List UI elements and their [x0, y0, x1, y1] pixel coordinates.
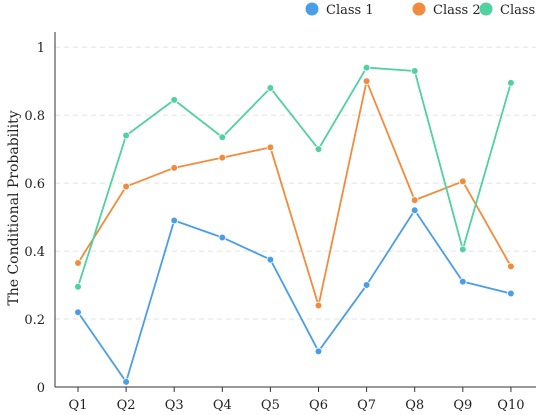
legend-marker	[412, 2, 426, 16]
series-class-2	[74, 77, 515, 310]
data-point[interactable]	[122, 182, 130, 191]
data-point[interactable]	[266, 84, 275, 92]
legend-marker	[479, 2, 493, 16]
data-point[interactable]	[362, 77, 371, 85]
legend-item[interactable]: Class 2	[412, 2, 481, 19]
y-axis-ticks: 0 0.2 0.4 0.6 0.8 1	[24, 41, 45, 396]
x-tick-label: Q2	[117, 398, 136, 413]
y-tick-label: 1	[37, 41, 45, 56]
series-lines	[74, 63, 515, 386]
x-tick-label: Q3	[165, 398, 184, 413]
data-point[interactable]	[170, 164, 179, 172]
data-point[interactable]	[170, 216, 179, 225]
data-point[interactable]	[218, 233, 227, 242]
data-point[interactable]	[507, 289, 515, 298]
x-tick-label: Q9	[453, 398, 472, 413]
legend-label: Class 3	[500, 3, 536, 18]
y-tick-label: 0.8	[24, 109, 45, 124]
legend-item[interactable]: Class 3	[479, 2, 536, 19]
y-tick-label: 0.4	[24, 245, 45, 260]
x-tick-label: Q5	[261, 398, 280, 413]
legend-label: Class 1	[326, 3, 374, 18]
x-tick-label: Q10	[497, 398, 524, 413]
data-point[interactable]	[410, 206, 419, 215]
x-tick-label: Q4	[213, 398, 232, 413]
data-point[interactable]	[314, 347, 323, 356]
data-point[interactable]	[507, 79, 515, 87]
data-point[interactable]	[218, 133, 227, 142]
legend-label: Class 2	[433, 3, 481, 18]
y-tick-label: 0	[37, 381, 45, 396]
data-point[interactable]	[362, 63, 371, 72]
y-tick-label: 0.6	[24, 177, 45, 192]
series-line	[77, 66, 512, 288]
data-point[interactable]	[458, 245, 467, 254]
data-point[interactable]	[74, 308, 82, 317]
x-tick-label: Q8	[405, 398, 424, 413]
series-line	[77, 80, 512, 307]
data-point[interactable]	[314, 301, 323, 310]
data-point[interactable]	[410, 196, 419, 204]
x-tick-label: Q7	[357, 398, 376, 413]
data-point[interactable]	[507, 262, 515, 271]
data-point[interactable]	[266, 143, 275, 152]
data-point[interactable]	[122, 131, 130, 140]
data-point[interactable]	[74, 282, 82, 291]
legend[interactable]: Class 1 Class 2 Class 3	[305, 2, 536, 19]
x-tick-label: Q6	[309, 398, 328, 413]
legend-marker	[305, 2, 319, 16]
series-line	[77, 209, 512, 383]
data-point[interactable]	[458, 277, 467, 286]
data-point[interactable]	[74, 259, 82, 267]
y-gridlines	[55, 46, 536, 320]
x-axis-ticks: Q1 Q2 Q3 Q4 Q5 Q6 Q7 Q8 Q9 Q10	[69, 387, 525, 413]
data-point[interactable]	[122, 378, 130, 386]
data-point[interactable]	[458, 177, 467, 186]
data-point[interactable]	[362, 281, 371, 289]
axes	[54, 32, 536, 388]
data-point[interactable]	[170, 96, 179, 104]
y-tick-label: 0.2	[24, 313, 45, 328]
series-class-3	[74, 63, 515, 291]
y-axis-title: The Conditional Probability	[6, 110, 22, 305]
data-point[interactable]	[218, 153, 227, 162]
data-point[interactable]	[266, 255, 275, 264]
legend-item[interactable]: Class 1	[305, 2, 374, 19]
series-class-1	[74, 206, 515, 386]
x-tick-label: Q1	[69, 398, 88, 413]
data-point[interactable]	[410, 67, 419, 75]
data-point[interactable]	[314, 145, 323, 153]
